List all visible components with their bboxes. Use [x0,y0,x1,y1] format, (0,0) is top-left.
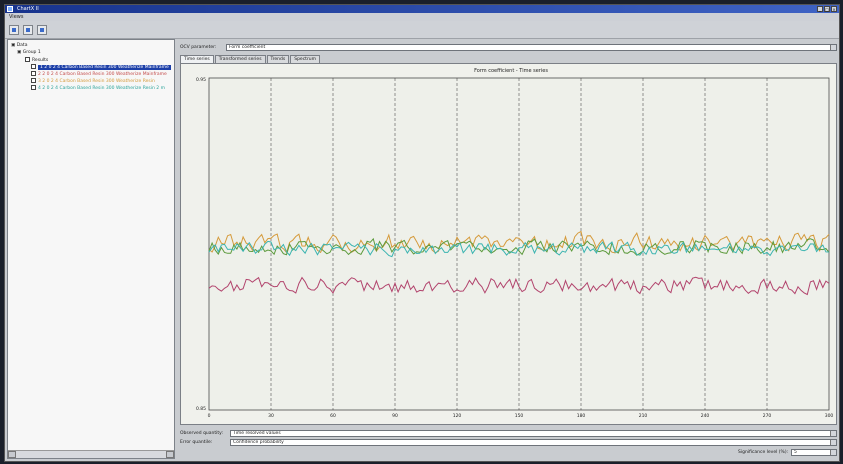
app-window: ChartX II _ □ × Views ▣ Data ▣ Group 1 R… [4,4,840,462]
property-label: OCV parameter: [180,45,217,50]
x-tick-label: 240 [701,413,710,419]
x-tick-label: 90 [392,413,398,419]
checkbox[interactable] [31,85,36,90]
chart-panel: Form coefficient - Time series 0 30 60 90 12… [180,63,837,425]
chevron-down-icon[interactable] [830,431,836,436]
bottom-controls: Observed quantity: Time resolved values … [178,427,839,459]
maximize-button[interactable]: □ [824,6,830,12]
tree-item[interactable]: 2 2 0 2 4 Carbon Based Resin 300 Weather… [31,71,167,78]
series-lines [208,230,830,296]
error-label: Error quantile: [180,440,213,445]
axis-ticks: 0 30 60 90 120 150 180 210 240 270 300 0.95 0.85 [196,77,833,419]
print-icon[interactable] [37,25,47,35]
chart-title: Form coefficient - Time series [474,68,548,74]
open-folder-icon[interactable] [23,25,33,35]
tree-subgroup[interactable]: Results [25,57,48,64]
scroll-right-button[interactable] [166,451,174,458]
significance-label: Significance level (%): [738,450,789,455]
tree-group[interactable]: ▣ Group 1 [17,50,41,55]
tab-transformed-series[interactable]: Transformed series [214,55,266,63]
line-chart[interactable]: Form coefficient - Time series 0 30 60 90 12… [181,64,836,424]
x-tick-label: 30 [268,413,274,419]
chevron-down-icon[interactable] [830,45,836,50]
series-line [208,240,830,258]
x-tick-label: 180 [577,413,586,419]
tree-horizontal-scrollbar[interactable] [8,450,174,458]
observed-select[interactable]: Time resolved values [230,430,837,437]
title-bar: ChartX II _ □ × [5,5,839,13]
checkbox[interactable] [31,78,36,83]
window-title: ChartX II [17,6,39,12]
app-icon [7,6,13,12]
menu-bar: Views [5,13,839,21]
save-icon[interactable] [9,25,19,35]
stepper-icon[interactable] [830,450,836,455]
scroll-left-button[interactable] [8,451,16,458]
property-select[interactable]: Form coefficient [226,44,837,51]
data-tree[interactable]: ▣ Data ▣ Group 1 Results 1 2 0 2 4 Carbo… [7,39,175,459]
tab-spectrum[interactable]: Spectrum [290,55,321,63]
checkbox[interactable] [25,57,30,62]
checkbox[interactable] [31,64,36,69]
menu-views[interactable]: Views [9,14,24,20]
checkbox[interactable] [31,71,36,76]
significance-input[interactable]: 5 [791,449,837,456]
y-tick-label: 0.95 [196,77,206,83]
tab-trends[interactable]: Trends [266,55,290,63]
observed-label: Observed quantity: [180,431,224,436]
error-select[interactable]: Confidence probability [230,439,837,446]
view-tabs: Time series Transformed series Trends Sp… [180,55,321,63]
minimize-button[interactable]: _ [817,6,823,12]
x-tick-label: 120 [453,413,462,419]
tree-item[interactable]: 4 2 0 2 4 Carbon Based Resin 300 Weather… [31,85,165,92]
main-panel: OCV parameter: Form coefficient Time ser… [178,39,839,459]
x-tick-label: 270 [763,413,772,419]
x-tick-label: 60 [330,413,336,419]
x-tick-label: 150 [515,413,524,419]
chevron-down-icon[interactable] [830,440,836,445]
series-line [208,237,830,256]
group-icon: ▣ [17,50,22,55]
folder-icon: ▣ [11,43,16,48]
toolbar [5,21,839,39]
x-tick-label: 0 [208,413,211,419]
tree-item[interactable]: 1 2 0 2 4 Carbon Based Resin 300 Weather… [31,64,171,71]
tree-root[interactable]: ▣ Data [11,43,28,48]
tab-time-series[interactable]: Time series [180,55,214,63]
close-button[interactable]: × [831,6,837,12]
tree-item[interactable]: 3 2 0 2 4 Carbon Based Resin 300 Weather… [31,78,155,85]
y-tick-label: 0.85 [196,406,206,412]
series-line [208,276,830,296]
x-tick-label: 300 [825,413,834,419]
x-tick-label: 210 [639,413,648,419]
